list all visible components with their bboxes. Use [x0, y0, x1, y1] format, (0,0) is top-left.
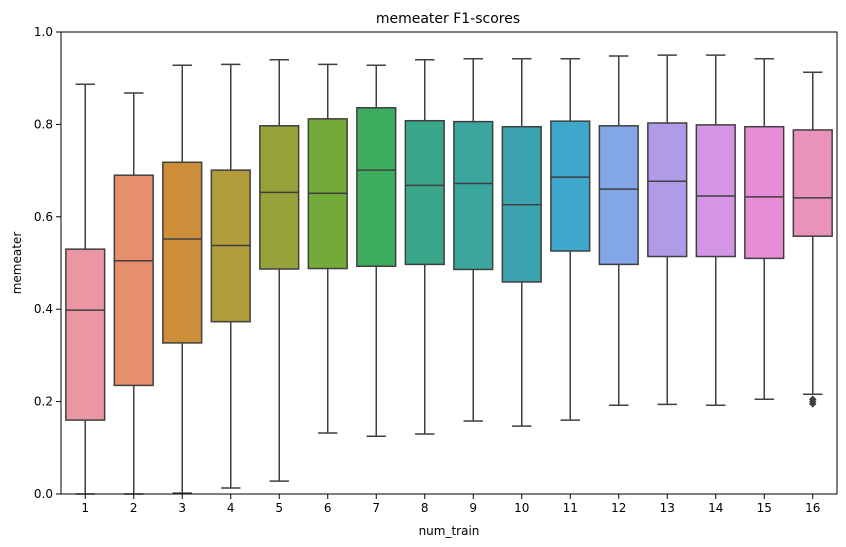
iqr-box [259, 125, 300, 270]
box-1 [65, 83, 106, 495]
outlier-point [808, 395, 817, 404]
iqr-box [550, 120, 591, 252]
x-tick-label: 11 [563, 501, 578, 515]
box-3 [162, 64, 203, 494]
iqr-box [113, 174, 154, 387]
x-tick-label: 5 [275, 501, 283, 515]
y-tick-label: 0.2 [34, 395, 53, 409]
box-10 [501, 58, 542, 427]
y-axis-label: memeater [10, 232, 24, 295]
iqr-box [744, 125, 785, 260]
iqr-box [65, 248, 106, 421]
y-tick-label: 1.0 [34, 25, 53, 39]
box-6 [307, 63, 348, 434]
x-tick-label: 13 [660, 501, 675, 515]
box-2 [113, 92, 154, 495]
x-tick-label: 7 [372, 501, 380, 515]
iqr-box [647, 122, 688, 258]
x-tick-label: 2 [130, 501, 138, 515]
x-tick-label: 1 [81, 501, 89, 515]
box-4 [210, 63, 251, 489]
iqr-box [453, 120, 494, 271]
box-5 [259, 58, 300, 482]
x-tick-label: 8 [421, 501, 429, 515]
x-tick-label: 12 [611, 501, 626, 515]
iqr-box [792, 129, 833, 237]
x-tick-label: 6 [324, 501, 332, 515]
box-16 [792, 71, 833, 408]
x-axis: 1 2 3 4 5 6 7 8 9 10 11 12 13 14 15 16 [81, 494, 820, 515]
x-tick-label: 15 [757, 501, 772, 515]
box-15 [744, 58, 785, 401]
iqr-box [162, 161, 203, 344]
chart-title: memeater F1-scores [376, 11, 520, 27]
x-tick-label: 3 [178, 501, 186, 515]
iqr-box [598, 125, 639, 266]
y-axis: 0.0 0.2 0.4 0.6 0.8 1.0 [34, 25, 61, 501]
iqr-box [404, 119, 445, 266]
y-tick-label: 0.0 [34, 487, 53, 501]
box-13 [647, 54, 688, 406]
plot-frame [60, 31, 838, 495]
box-8 [404, 58, 445, 435]
box-12 [598, 55, 639, 407]
boxes-group [65, 54, 833, 495]
x-tick-label: 4 [227, 501, 235, 515]
iqr-box [356, 107, 397, 267]
box-11 [550, 58, 591, 421]
box-14 [695, 54, 736, 407]
box-9 [453, 58, 494, 422]
y-tick-label: 0.4 [34, 302, 53, 316]
x-tick-label: 10 [514, 501, 529, 515]
x-tick-label: 16 [805, 501, 820, 515]
x-tick-label: 9 [469, 501, 477, 515]
x-tick-label: 14 [708, 501, 723, 515]
iqr-box [695, 124, 736, 258]
x-axis-label: num_train [419, 524, 480, 538]
y-tick-label: 0.6 [34, 210, 53, 224]
y-tick-label: 0.8 [34, 117, 53, 131]
box-7 [356, 64, 397, 437]
